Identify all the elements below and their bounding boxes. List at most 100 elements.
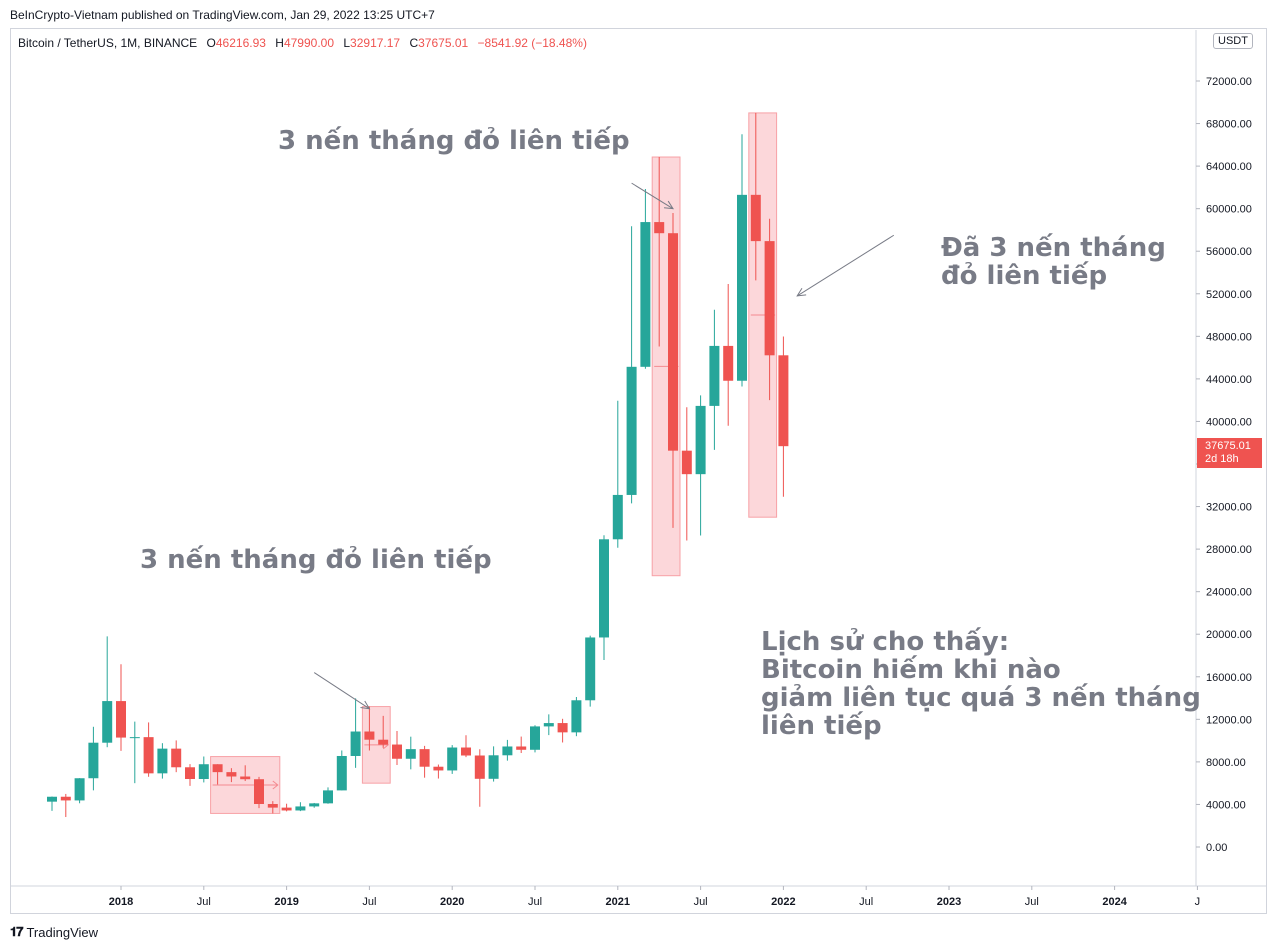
candle-body-2021-05	[668, 233, 678, 451]
candle-body-2019-12	[433, 766, 444, 771]
candle-body-2018-01	[116, 701, 126, 738]
time-axis: 2018 Jul 2019 Jul 2020 Jul 2021 Jul 2022 Jul 2023 J…	[10, 885, 1267, 908]
price-tick-label-17: 68000.00	[1206, 119, 1252, 131]
time-tick-label-6: 2021	[606, 896, 630, 908]
time-tick-label-7: Jul	[694, 896, 708, 908]
time-tick-label-5: Jul	[528, 896, 542, 908]
candle-body-2018-12	[267, 804, 278, 808]
candle-body-2018-04	[157, 748, 168, 774]
time-tick-label-3: Jul	[362, 896, 376, 908]
close-label: C	[409, 36, 419, 50]
candle-body-2017-08	[47, 796, 57, 802]
time-tick-label-4: 2020	[440, 896, 464, 908]
candle-body-2021-10	[737, 194, 747, 381]
candle-body-2019-11	[419, 749, 430, 767]
candles	[47, 112, 789, 818]
price-tick-label-6: 24000.00	[1206, 587, 1252, 599]
candle-body-2020-12	[599, 539, 609, 638]
candle-body-2018-06	[185, 767, 195, 780]
time-tick-label-13: J	[1195, 896, 1201, 908]
candle-body-2021-01	[612, 494, 623, 540]
annotation-top: 3 nến tháng đỏ liên tiếp	[278, 126, 630, 156]
price-tick-label-8: 32000.00	[1206, 502, 1252, 514]
time-tick-label-11: Jul	[1025, 896, 1039, 908]
published-caption: BeInCrypto-Vietnam published on TradingV…	[10, 8, 435, 22]
candle-body-2021-12	[764, 241, 775, 356]
candle-body-2017-11	[88, 742, 99, 779]
arrow-head-1	[796, 288, 807, 297]
candle-body-2019-06	[350, 731, 361, 756]
open-value: 46216.93	[215, 36, 266, 50]
annotation-history: Lịch sử cho thấy: Bitcoin hiếm khi nào g…	[761, 627, 1201, 741]
currency-badge[interactable]: USDT	[1213, 33, 1253, 49]
price-tick-label-18: 72000.00	[1206, 76, 1252, 88]
change-value: −8541.92 (−18.48%)	[477, 36, 587, 50]
candle-body-2020-01	[447, 747, 458, 771]
candle-body-2020-02	[461, 747, 471, 756]
candle-body-2019-07	[364, 731, 375, 740]
candle-body-2018-02	[129, 737, 140, 739]
time-tick-label-2: 2019	[274, 896, 298, 908]
highlight-arrowhead-0	[272, 780, 279, 790]
candle-body-2021-06	[681, 450, 692, 475]
candle-body-2018-09	[226, 772, 237, 777]
candle-body-2021-02	[626, 366, 637, 495]
annotation-right: Đã 3 nến tháng đỏ liên tiếp	[941, 233, 1166, 291]
candle-body-2022-01	[778, 355, 789, 447]
annotation-bottom: 3 nến tháng đỏ liên tiếp	[140, 545, 492, 575]
price-tick-label-16: 64000.00	[1206, 161, 1252, 173]
symbol-name[interactable]: Bitcoin / TetherUS, 1M, BINANCE	[18, 36, 198, 50]
candle-body-2018-10	[240, 776, 251, 780]
candle-body-2021-03	[640, 222, 651, 367]
footer-brand[interactable]: TradingView	[26, 925, 99, 940]
annotation-arrows	[313, 182, 895, 710]
price-tick-label-7: 28000.00	[1206, 544, 1252, 556]
candle-body-2018-05	[171, 748, 182, 768]
candle-body-2020-09	[557, 723, 568, 733]
symbol-legend: Bitcoin / TetherUS, 1M, BINANCE O46216.9…	[18, 36, 587, 50]
candle-body-2020-11	[585, 637, 596, 701]
candle-body-2018-08	[212, 764, 223, 773]
arrow-line-0	[631, 182, 674, 210]
candle-body-2021-09	[723, 345, 734, 381]
low-value: 32917.17	[350, 36, 401, 50]
price-tick-label-5: 20000.00	[1206, 629, 1252, 641]
time-tick-label-8: 2022	[771, 896, 795, 908]
chart-frame	[10, 28, 1267, 914]
candle-body-2020-06	[516, 746, 527, 750]
arrow-line-2	[313, 672, 370, 710]
candle-body-2021-04	[654, 222, 665, 234]
candle-body-2017-12	[102, 701, 113, 743]
candle-body-2020-08	[543, 723, 554, 727]
candle-body-2018-11	[254, 779, 264, 805]
candle-countdown: 2d 18h	[1205, 453, 1239, 465]
candle-body-2018-03	[143, 737, 154, 774]
candle-body-2018-07	[198, 764, 209, 780]
candle-body-2021-08	[709, 345, 720, 406]
time-tick-label-9: Jul	[859, 896, 873, 908]
arrow-line-1	[796, 234, 895, 297]
high-label: H	[275, 36, 284, 50]
candle-body-2020-05	[502, 746, 513, 756]
low-label: L	[343, 36, 351, 50]
candle-body-2019-03	[309, 803, 320, 807]
tradingview-logo-icon[interactable]: 𝟏𝟕	[10, 925, 24, 940]
price-tick-label-1: 4000.00	[1206, 799, 1246, 811]
price-tick-label-0: 0.00	[1206, 842, 1227, 854]
candle-body-2019-01	[281, 807, 292, 811]
time-tick-label-10: 2023	[937, 896, 961, 908]
candle-body-2020-07	[530, 726, 540, 750]
arrow-head-2	[360, 700, 371, 710]
candle-body-2021-07	[695, 405, 706, 475]
price-tick-label-4: 16000.00	[1206, 672, 1252, 684]
price-tick-label-12: 48000.00	[1206, 331, 1252, 343]
candle-body-2020-10	[571, 700, 582, 733]
footer: 𝟏𝟕 TradingView	[10, 925, 98, 940]
candle-body-2019-04	[323, 790, 333, 804]
arrow-head-0	[663, 200, 674, 210]
candle-body-2017-09	[60, 796, 71, 801]
time-tick-label-0: 2018	[109, 896, 133, 908]
price-tick-label-10: 40000.00	[1206, 416, 1252, 428]
open-label: O	[206, 36, 216, 50]
